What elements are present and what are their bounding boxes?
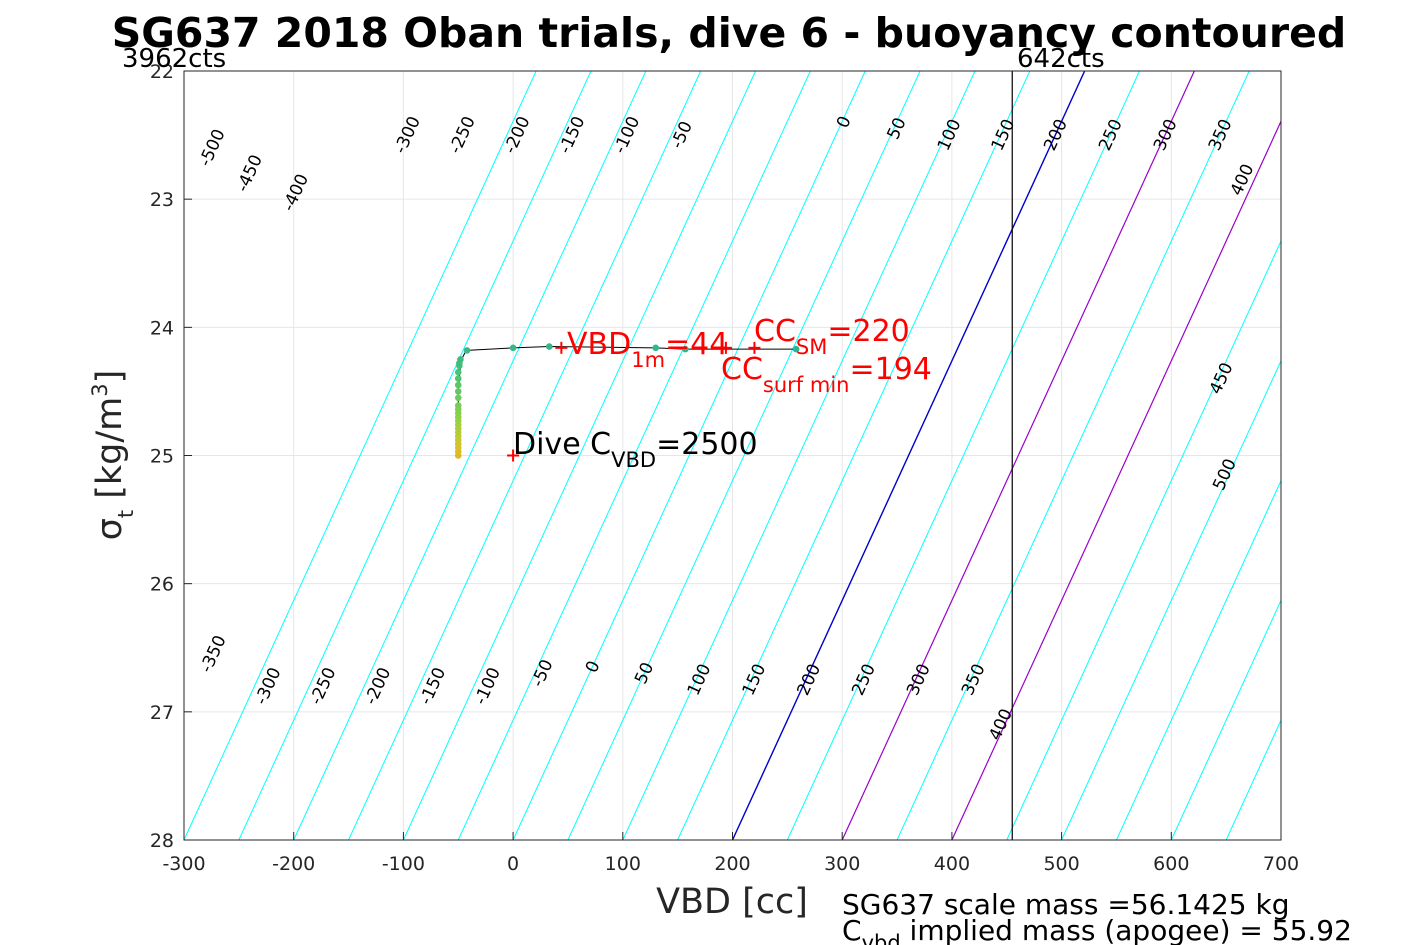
annotation-vbd-1m-main: VBD [567,327,631,362]
annotation-cc-sm-value: =220 [827,314,909,349]
key-markers [507,341,761,462]
buoyancy-contours [184,71,1417,840]
trace-point [454,381,462,389]
contour-line [348,71,702,840]
y-axis-label-unit: [kg/m [90,397,130,510]
annotation-vbd-1m-sub: 1m [631,348,665,372]
x-tick-label: -100 [382,853,425,875]
y-tick-label: 24 [150,317,174,339]
annotation-cc-surf-min-sub: surf min [763,373,850,397]
contour-line [402,71,756,840]
trace-point [454,375,462,382]
y-axis-label-close: ] [90,370,130,384]
annotation-cc-surf-min-main: CC [721,352,763,387]
contour-line [238,71,592,840]
contour-line [567,71,921,840]
contour-line [1061,359,1281,840]
contour-line [1336,71,1417,840]
contour-line [512,71,866,840]
y-tick-label: 23 [150,189,174,211]
contour-line [293,71,647,840]
annotation-dive-cvbd: Dive CVBD=2500 [513,427,758,472]
trace-point [792,345,800,353]
contour-line [951,119,1281,840]
contour-line [841,71,1195,840]
contour-line [1115,479,1281,840]
x-tick-label: 500 [1043,853,1079,875]
annotation-vbd-1m: VBD1m=44 [567,327,728,372]
annotation-cc-surf-min: CCsurf min=194 [721,352,932,397]
trace-point [454,368,462,376]
x-tick-label: 0 [507,853,519,875]
annotation-cc-sm-main: CC [754,314,796,349]
contour-line [184,71,537,840]
contour-line [1391,71,1417,840]
chart-title: SG637 2018 Oban trials, dive 6 - buoyanc… [112,9,1346,57]
x-tick-label: 600 [1153,853,1189,875]
trace-point [546,343,553,350]
y-axis-label-sup: 3 [88,383,112,396]
trace-point [463,347,471,354]
annotation-dive-cvbd-main: Dive C [513,427,611,462]
x-tick-label: -300 [162,853,205,875]
right-count-label: 642cts [1017,44,1105,74]
trace-point [454,402,462,409]
annotation-dive-cvbd-value: =2500 [656,427,757,462]
contour-line [896,71,1250,840]
trace-point [457,356,464,363]
contour-line [457,71,811,840]
x-tick-label: 100 [605,853,641,875]
left-count-label: 3962cts [122,44,226,74]
contour-line [1006,239,1281,840]
trace-point [454,394,462,402]
trace-point [509,344,517,352]
annotation-cc-surf-min-value: =194 [849,352,931,387]
x-tick-label: 400 [934,853,970,875]
footer-implied-mass: Cvbd implied mass (apogee) = 55.92 [842,914,1352,945]
x-tick-label: 300 [824,853,860,875]
trace-point [454,388,462,395]
y-axis-label: σt [kg/m3] [88,370,138,541]
x-tick-label: 700 [1263,853,1299,875]
y-axis-label-sub: t [114,510,138,518]
y-tick-label: 25 [150,446,174,468]
footer-implied-mass-rest: implied mass (apogee) = 55.92 [901,914,1352,945]
x-tick-label: -200 [272,853,315,875]
dive-trace [454,343,800,459]
annotation-cc-sm: CCSM=220 [754,314,910,359]
contour-line [731,71,1086,840]
y-axis-label-base: σ [90,518,130,540]
x-axis-label: VBD [cc] [656,882,808,922]
contour-line [1280,838,1281,840]
annotation-vbd-1m-value: =44 [665,327,728,362]
footer-implied-mass-sub: vbd [862,931,901,945]
annotation-dive-cvbd-sub: VBD [611,448,656,472]
trace-point [682,345,689,353]
x-axis-ticks: -300 -200 -100 0 100 200 300 400 500 600 700 [162,832,1299,875]
footer-scale-mass: SG637 scale mass =56.1425 kg [842,888,1290,921]
y-tick-label: 22 [150,61,174,83]
y-tick-label: 27 [150,702,174,724]
x-tick-label: 200 [714,853,750,875]
contour-line [622,71,976,840]
y-tick-label: 28 [150,830,174,852]
contour-line [677,71,1031,840]
contour-line [786,71,1140,840]
trace-point [652,344,660,352]
y-tick-label: 26 [150,574,174,596]
y-axis-ticks: 22 23 24 25 26 27 28 [150,61,192,852]
footer-implied-mass-main: C [842,914,862,945]
annotation-cc-sm-sub: SM [796,335,827,359]
contour-line [1170,599,1281,840]
